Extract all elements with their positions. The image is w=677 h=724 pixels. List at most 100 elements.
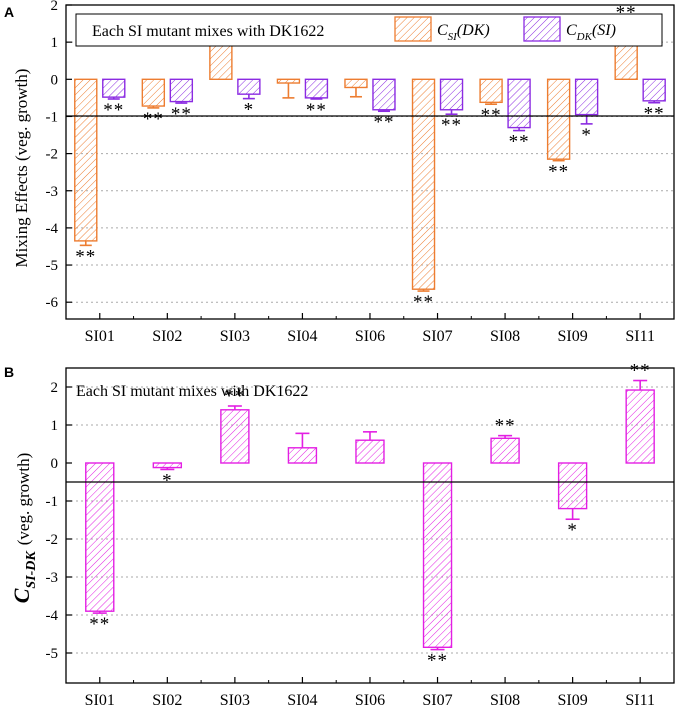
x-tick-label: SI03 (220, 692, 250, 709)
significance-label: ** (509, 132, 530, 153)
bar (422, 462, 453, 649)
significance-label: ** (224, 386, 245, 407)
y-ticks-b: 2 1 0 -1 -2 -3 -4 -5 (46, 380, 72, 662)
y-tick-label: -2 (46, 147, 59, 163)
x-tick-label: SI07 (422, 328, 452, 345)
plot-frame-a (65, 4, 675, 320)
legend-label-cdk: CDK(SI) (566, 22, 616, 43)
bar (237, 78, 261, 95)
bar (479, 78, 503, 104)
x-tick-label: SI03 (220, 328, 250, 345)
y-tick-label: -6 (46, 295, 59, 311)
y-tick-label: 2 (51, 0, 59, 14)
x-tick-label: SI06 (355, 692, 385, 709)
y-tick-label: -3 (46, 570, 59, 586)
panel-label-b: B (4, 364, 14, 380)
legend-label-csi: CSI(DK) (437, 22, 490, 43)
x-tick-label: SI07 (422, 692, 452, 709)
bar (490, 437, 520, 464)
legend-box-a (75, 13, 663, 47)
significance-label: * (162, 470, 173, 491)
significance-label: ** (373, 112, 394, 133)
legend-swatch-cdk (523, 16, 561, 42)
y-tick-label: 1 (51, 35, 59, 51)
bar (276, 78, 301, 84)
bar (372, 78, 396, 111)
significance-label: ** (89, 614, 110, 635)
x-tick-label: SI11 (625, 692, 655, 709)
y-tick-label: -1 (46, 109, 59, 125)
x-ticks-a: SI01 SI02 SI03 SI04 SI06 SI07 SI08 SI09 SI11 (85, 313, 655, 345)
bar (439, 78, 464, 111)
y-tick-label: -4 (46, 608, 59, 624)
y-axis-label-a: Mixing Effects (veg. growth) (12, 69, 31, 268)
bar (141, 78, 166, 107)
bars-a: ****************************** (74, 2, 666, 313)
x-tick-label: SI09 (558, 328, 588, 345)
bar (574, 78, 599, 116)
bar (355, 439, 385, 464)
y-tick-label: 2 (51, 380, 59, 396)
x-tick-label: SI06 (355, 328, 385, 345)
bar (85, 462, 115, 612)
plot-frame-b (65, 367, 675, 684)
y-axis-label-b: CSI-DK(veg. growth) (9, 453, 39, 604)
significance-label: ** (630, 361, 651, 382)
x-tick-label: SI08 (490, 328, 520, 345)
bar (304, 78, 329, 99)
y-tick-label: 0 (51, 72, 59, 88)
significance-label: ** (306, 100, 327, 121)
significance-label: ** (103, 100, 124, 121)
significance-label: ** (427, 651, 448, 672)
x-tick-label: SI02 (152, 692, 182, 709)
bar (546, 78, 571, 160)
x-tick-label: SI04 (287, 692, 317, 709)
bar (169, 78, 194, 103)
significance-label: * (581, 125, 592, 146)
legend-title-a: Each SI mutant mixes with DK1622 (92, 23, 324, 40)
bar (152, 462, 183, 469)
bar (557, 462, 588, 510)
x-tick-label: SI01 (85, 692, 115, 709)
chart-panel-a: A ****************************** 210-1-2… (4, 0, 675, 345)
y-tick-label: 0 (51, 456, 59, 472)
y-tick-label: -4 (46, 221, 59, 237)
bar (74, 78, 98, 242)
x-tick-label: SI02 (152, 328, 182, 345)
y-tick-label: -1 (46, 494, 59, 510)
significance-label: ** (644, 104, 665, 125)
legend-a: Each SI mutant mixes with DK1622 CSI(DK)… (75, 13, 663, 47)
bar (411, 78, 436, 290)
x-tick-label: SI11 (625, 328, 655, 345)
legend-swatch-csi (394, 16, 432, 42)
significance-label: ** (75, 246, 96, 267)
significance-label: * (244, 100, 255, 121)
chart-panel-b: B ************ 210-1-2-3-4-5 SI01 SI02 SI0… (4, 361, 675, 709)
y-tick-label: -3 (46, 184, 59, 200)
bar (287, 447, 318, 464)
grid-b (66, 386, 674, 654)
bar (642, 78, 666, 102)
y-tick-label: 1 (51, 418, 59, 434)
bar (344, 78, 368, 89)
significance-label: ** (413, 292, 434, 313)
y-ticks-a: 2 1 0 -1 -2 -3 -4 -5 -6 (46, 0, 72, 311)
significance-label: ** (171, 104, 192, 125)
x-tick-label: SI09 (558, 692, 588, 709)
x-tick-label: SI08 (490, 692, 520, 709)
bar (220, 409, 250, 464)
significance-label: ** (143, 109, 164, 130)
bar (102, 78, 126, 98)
x-ticks-b: SI01 SI02 SI03 SI04 SI06 SI07 SI08 SI09 SI11 (85, 677, 655, 709)
x-tick-label: SI04 (287, 328, 317, 345)
y-tick-label: -2 (46, 532, 59, 548)
bar (625, 389, 655, 464)
bar (209, 41, 233, 81)
y-tick-label: -5 (46, 258, 59, 274)
significance-label: * (567, 520, 578, 541)
x-tick-label: SI01 (85, 328, 115, 345)
grid-a (66, 4, 674, 303)
chart-title-b: Each SI mutant mixes with DK1622 (76, 383, 308, 400)
bar (507, 78, 531, 129)
